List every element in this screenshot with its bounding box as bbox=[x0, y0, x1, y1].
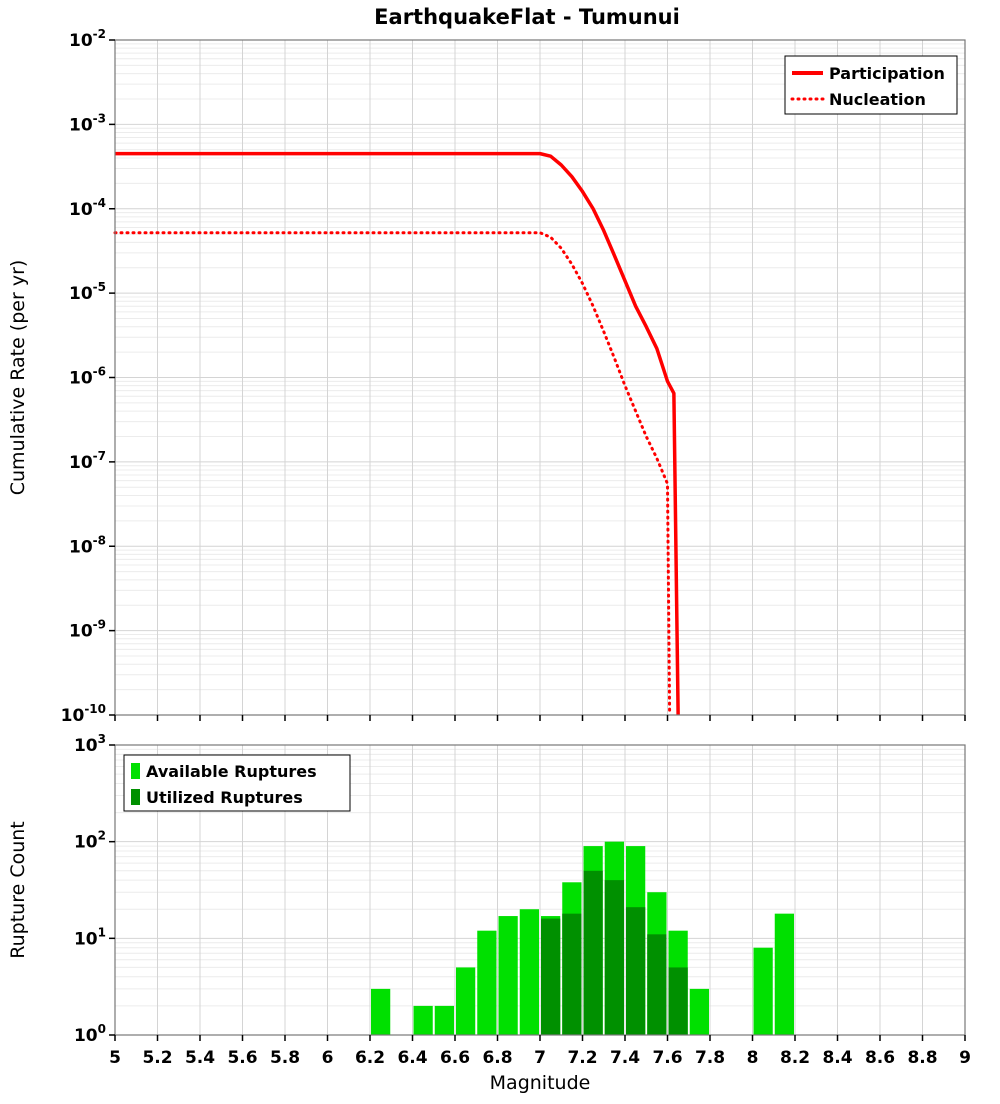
x-tick-label: 5.2 bbox=[142, 1048, 172, 1068]
y-tick-label: 10-6 bbox=[69, 365, 106, 389]
bar-available-ruptures bbox=[498, 916, 518, 1035]
bar-utilized-ruptures bbox=[604, 880, 624, 1035]
x-tick-label: 6 bbox=[322, 1048, 334, 1068]
y-tick-label: 100 bbox=[74, 1022, 106, 1046]
x-tick-label: 6.6 bbox=[440, 1048, 470, 1068]
legend-box bbox=[784, 55, 958, 115]
legend-label: Participation bbox=[829, 64, 945, 83]
legend: Participation Nucleation bbox=[784, 55, 958, 115]
x-tick-label: 6.8 bbox=[482, 1048, 512, 1068]
x-tick-label: 6.2 bbox=[355, 1048, 385, 1068]
bar-available-ruptures bbox=[413, 1005, 433, 1035]
y-tick-label: 10-7 bbox=[69, 449, 106, 473]
x-tick-label: 8.4 bbox=[822, 1048, 852, 1068]
panel-cumulative-rate: 10-10 10-9 10-8 10-7 10-6 10-5 10-4 10-3 10-2 Cum… bbox=[7, 27, 966, 726]
x-tick-label: 7.6 bbox=[652, 1048, 682, 1068]
y-tick-label: 10-9 bbox=[69, 618, 106, 642]
x-tick-label: 9 bbox=[959, 1048, 971, 1068]
y-tick-label: 10-8 bbox=[69, 533, 106, 557]
x-tick-label: 7.8 bbox=[695, 1048, 725, 1068]
x-axis-label: Magnitude bbox=[490, 1072, 591, 1094]
chart-title: EarthquakeFlat - Tumunui bbox=[374, 5, 680, 29]
y-axis-label: Cumulative Rate (per yr) bbox=[7, 260, 29, 496]
bar-utilized-ruptures bbox=[583, 870, 603, 1035]
bar-utilized-ruptures bbox=[541, 918, 561, 1035]
y-tick-label: 103 bbox=[74, 732, 106, 756]
x-tick-label: 7.4 bbox=[610, 1048, 640, 1068]
bar-utilized-ruptures bbox=[647, 934, 667, 1035]
x-tick-label: 8.6 bbox=[865, 1048, 895, 1068]
y-tick-label: 101 bbox=[74, 925, 106, 949]
bar-available-ruptures bbox=[434, 1005, 454, 1035]
y-tick-label: 10-5 bbox=[69, 280, 106, 304]
y-tick-label: 10-10 bbox=[61, 702, 106, 726]
legend-swatch bbox=[131, 763, 140, 779]
legend-label: Utilized Ruptures bbox=[146, 788, 303, 807]
x-tick-label: 5.8 bbox=[270, 1048, 300, 1068]
bar-available-ruptures bbox=[689, 988, 709, 1035]
x-tick-label: 8 bbox=[747, 1048, 759, 1068]
bar-available-ruptures bbox=[456, 967, 476, 1035]
legend-label: Nucleation bbox=[829, 90, 926, 109]
x-tick-label: 6.4 bbox=[397, 1048, 427, 1068]
bar-utilized-ruptures bbox=[626, 907, 646, 1035]
series-nucleation-line bbox=[113, 231, 672, 717]
bar-available-ruptures bbox=[519, 909, 539, 1035]
legend-box bbox=[123, 754, 351, 812]
bar-utilized-ruptures bbox=[668, 967, 688, 1035]
x-tick-label: 5 bbox=[109, 1048, 121, 1068]
bar-available-ruptures bbox=[774, 913, 794, 1035]
legend-swatch bbox=[131, 789, 140, 805]
y-axis-label: Rupture Count bbox=[7, 821, 29, 959]
bar-utilized-ruptures bbox=[562, 913, 582, 1035]
x-tick-label: 5.6 bbox=[227, 1048, 257, 1068]
y-tick-label: 102 bbox=[74, 829, 106, 853]
series-participation-line bbox=[115, 151, 680, 716]
legend-label: Available Ruptures bbox=[146, 762, 317, 781]
chart-render-root: 10-10 10-9 10-8 10-7 10-6 10-5 10-4 10-3 10-2 Cum… bbox=[7, 27, 971, 1094]
bar-available-ruptures bbox=[371, 988, 391, 1035]
x-tick-label: 5.4 bbox=[185, 1048, 215, 1068]
x-tick-label: 8.8 bbox=[907, 1048, 937, 1068]
legend: Available Ruptures Utilized Ruptures bbox=[123, 754, 351, 812]
y-tick-label: 10-3 bbox=[69, 111, 106, 135]
bar-available-ruptures bbox=[753, 947, 773, 1035]
bar-available-ruptures bbox=[477, 930, 497, 1035]
x-tick-label: 7.2 bbox=[567, 1048, 597, 1068]
x-tick-label: 8.2 bbox=[780, 1048, 810, 1068]
y-tick-label: 10-2 bbox=[69, 27, 106, 51]
x-tick-label: 7 bbox=[534, 1048, 546, 1068]
panel-rupture-count: 100 101 102 103 5 5.2 5.4 5.6 5.8 6 6.2 6.4 6.6 6.8 7 7… bbox=[7, 732, 971, 1094]
y-tick-label: 10-4 bbox=[69, 196, 106, 220]
